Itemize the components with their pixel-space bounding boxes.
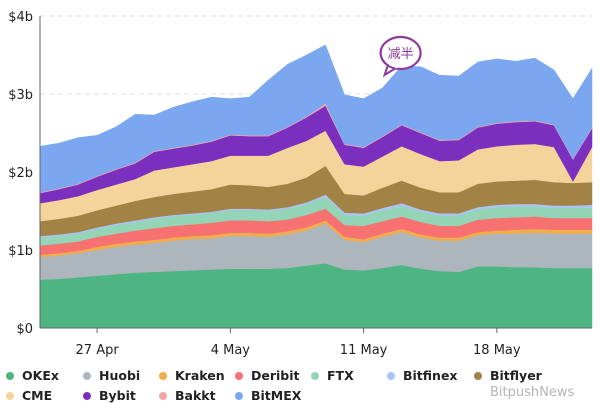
legend-label: Bybit [99, 388, 136, 403]
legend-label: Bitfinex [403, 368, 458, 383]
legend-label: Bitflyer [490, 368, 542, 383]
legend-label: Deribit [251, 368, 300, 383]
x-tick-label: 27 Apr [76, 343, 120, 358]
legend-label: CME [22, 388, 53, 403]
legend-dot-icon [6, 391, 14, 400]
legend-item-huobi[interactable]: Huobi [83, 368, 140, 383]
legend-dot-icon [159, 371, 167, 380]
legend-item-bybit[interactable]: Bybit [83, 388, 136, 403]
legend-item-kraken[interactable]: Kraken [159, 368, 225, 383]
legend-dot-icon [83, 371, 91, 380]
area-bitmex [39, 44, 593, 193]
legend-label: OKEx [22, 368, 59, 383]
watermark: BitpushNews [490, 385, 575, 400]
legend-item-deribit[interactable]: Deribit [235, 368, 300, 383]
annotation-text: 减半 [388, 47, 414, 62]
legend-dot-icon [159, 391, 167, 400]
legend-label: FTX [327, 368, 354, 383]
legend-label: Kraken [175, 368, 225, 383]
legend-label: Huobi [99, 368, 141, 383]
legend-item-bakkt[interactable]: Bakkt [159, 388, 216, 403]
x-tick-label: 11 May [340, 343, 388, 358]
x-tick-label: 4 May [211, 343, 251, 358]
legend-dot-icon [387, 371, 395, 380]
y-tick-label: $1b [8, 244, 33, 259]
legend-label: BitMEX [251, 388, 302, 403]
legend-dot-icon [311, 371, 319, 380]
legend-dot-icon [235, 371, 243, 380]
stacked-area-chart: $0 $1b $2b $3b $4b 27 Apr 4 May 11 May 18 May 减半 [8, 10, 593, 358]
chart-legend: OKEx Huobi Kraken Deribit FTX Bitfinex Bitflye… [0, 364, 600, 403]
legend-item-cme[interactable]: CME [6, 388, 52, 403]
annotation-halving: 减半 [379, 35, 422, 78]
legend-label: Bakkt [175, 388, 216, 403]
legend-dot-icon [235, 391, 243, 400]
legend-item-bitflyer[interactable]: Bitflyer [474, 368, 542, 383]
y-tick-label: $4b [8, 10, 33, 25]
y-tick-label: $2b [8, 166, 33, 181]
bubble [379, 35, 422, 71]
legend-dot-icon [474, 371, 482, 380]
legend-item-bitfinex[interactable]: Bitfinex [387, 368, 458, 383]
x-tick-label: 18 May [473, 343, 521, 358]
bubble-join [389, 62, 399, 69]
legend-dot-icon [83, 391, 91, 400]
legend-item-bitmex[interactable]: BitMEX [235, 388, 301, 403]
y-tick-label: $3b [8, 88, 33, 103]
y-tick-label: $0 [16, 322, 33, 337]
legend-item-okex[interactable]: OKEx [6, 368, 59, 383]
legend-dot-icon [6, 371, 14, 380]
legend-item-ftx[interactable]: FTX [311, 368, 354, 383]
